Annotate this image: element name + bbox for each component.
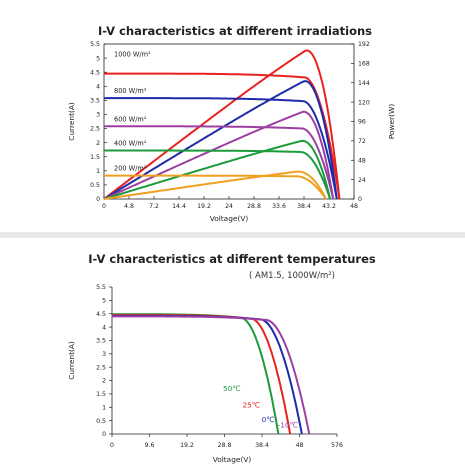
y-tick-label: 4.5 [90,69,100,76]
iv-curve [104,72,341,200]
y-tick-label: 1.5 [90,154,100,161]
x-tick-label: 48 [350,203,358,210]
pv-curve [103,49,341,200]
y2-tick-label: 72 [358,138,366,145]
x-tick-label: 0 [102,203,106,210]
y-tick-label: 5.5 [96,284,106,291]
iv-curve [104,149,331,200]
x-tick-label: 24 [225,203,233,210]
y2-tick-label: 120 [358,99,370,106]
x-tick-label: 14.4 [172,203,186,210]
y-tick-label: 1.5 [96,391,106,398]
y-tick-label: 4.5 [96,311,106,318]
y-tick-label: 1 [96,168,100,175]
y-tick-label: 2.5 [90,126,100,133]
iv-curve [112,313,280,435]
x-tick-label: 0 [110,442,114,449]
x-tick-label: 28.8 [218,442,232,449]
y-tick-label: 5 [96,55,100,62]
y-tick-label: 3.5 [96,338,106,345]
x-tick-label: 28.8 [247,203,261,210]
pv-curve [103,170,327,200]
iv-curve-label: 800 W/m² [114,87,147,95]
x-tick-label: 43.2 [322,203,336,210]
x-axis-label: Voltage(V) [210,214,249,223]
y-tick-label: 4 [96,83,100,90]
y-tick-label: 3 [96,112,100,119]
x-axis-label: Voltage(V) [213,455,252,464]
y-tick-label: 4 [102,324,106,331]
temperature-label: 25℃ [242,400,260,409]
y-tick-label: 2 [96,140,100,147]
y2-tick-label: 168 [358,61,370,68]
y2-tick-label: 48 [358,157,366,164]
temperature-label: 0℃ [262,415,275,424]
temperature-label: -10℃ [278,420,298,429]
y-tick-label: 2 [102,378,106,385]
pv-curve [103,139,331,200]
y-tick-label: 0 [96,196,100,203]
x-tick-label: 19.2 [197,203,211,210]
y2-tick-label: 24 [358,177,366,184]
y-tick-label: 0 [102,431,106,438]
y-tick-label: 5.5 [90,41,100,48]
iv-curve [112,315,311,435]
x-tick-label: 19.2 [180,442,194,449]
x-tick-label: 576 [331,442,343,449]
y2-tick-label: 192 [358,41,370,48]
y-tick-label: 3 [102,351,106,358]
x-tick-label: 48 [296,442,304,449]
x-tick-label: 4.8 [124,203,134,210]
iv-curve [104,174,327,200]
iv-curve-label: 1000 W/m² [114,51,151,59]
chart-temperature: I-V characteristics at different tempera… [67,252,376,464]
y-tick-label: 1 [102,404,106,411]
chart-title: I-V characteristics at different irradia… [98,24,372,38]
y2-tick-label: 144 [358,80,370,87]
y-tick-label: 0.5 [90,182,100,189]
y2-tick-label: 0 [358,196,362,203]
x-tick-label: 33.6 [272,203,286,210]
y-tick-label: 5 [102,298,106,305]
y-tick-label: 0.5 [96,418,106,425]
iv-curve-label: 400 W/m² [114,140,147,148]
y-axis-label: Current(A) [67,102,76,141]
iv-curve [104,97,338,200]
x-tick-label: 38.4 [255,442,269,449]
x-tick-label: 38.4 [297,203,311,210]
iv-curve [104,125,335,200]
y-tick-label: 3.5 [90,98,100,105]
x-tick-label: 9.6 [145,442,155,449]
chart-subtitle: ( AM1.5, 1000W/m²) [249,271,335,281]
iv-curve-label: 600 W/m² [114,115,147,123]
chart-title: I-V characteristics at different tempera… [88,252,376,266]
iv-curve-label: 200 W/m² [114,165,147,173]
temperature-label: 50℃ [223,384,241,393]
y-axis-label: Current(A) [67,341,76,380]
x-tick-label: 7.2 [149,203,159,210]
chart-irradiation: I-V characteristics at different irradia… [67,24,396,223]
y-tick-label: 2.5 [96,364,106,371]
pv-curve [103,110,335,200]
chart-divider [0,232,465,238]
y2-tick-label: 96 [358,119,366,126]
y2-axis-label: Power(W) [387,104,396,140]
